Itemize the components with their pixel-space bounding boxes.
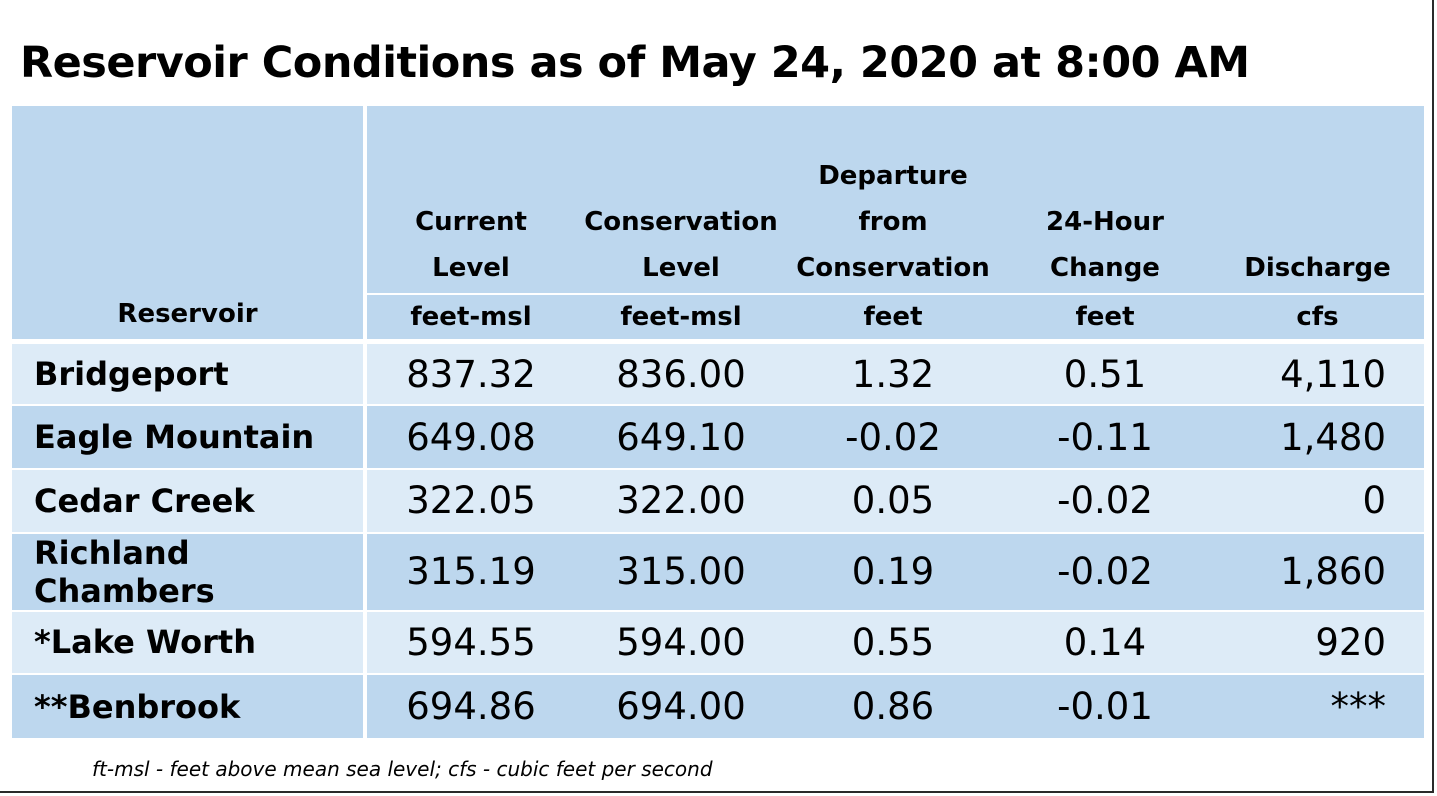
unit-departure: feet [787, 294, 999, 342]
current-level-cell: 837.32 [365, 339, 575, 406]
table-row: *Lake Worth 594.55 594.00 0.55 0.14 920 [12, 609, 1424, 675]
header-line: Discharge [1244, 253, 1391, 283]
change-cell: 0.51 [999, 339, 1211, 406]
header-line: Level [642, 253, 720, 283]
departure-cell: 0.86 [787, 673, 999, 738]
reservoir-name: **Benbrook [12, 673, 367, 738]
conservation-level-cell: 322.00 [575, 467, 787, 533]
reservoir-table: Reservoir Current Level Conservation Lev… [12, 106, 1424, 738]
current-level-cell: 594.55 [365, 609, 575, 675]
page-title: Reservoir Conditions as of May 24, 2020 … [20, 38, 1250, 88]
reservoir-name: *Lake Worth [12, 609, 367, 675]
current-level-cell: 694.86 [365, 673, 575, 738]
discharge-cell: 0 [1211, 467, 1424, 533]
conservation-level-cell: 694.00 [575, 673, 787, 738]
column-header-conservation-level: Conservation Level [575, 106, 787, 295]
departure-cell: 0.55 [787, 609, 999, 675]
header-line: Current [415, 207, 527, 237]
table-row: Eagle Mountain 649.08 649.10 -0.02 -0.11… [12, 404, 1424, 469]
conservation-level-cell: 315.00 [575, 531, 787, 611]
column-header-discharge: Discharge [1211, 106, 1424, 295]
header-line: Departure [818, 161, 968, 191]
column-header-departure: Departure from Conservation [787, 106, 999, 295]
change-cell: -0.02 [999, 467, 1211, 533]
discharge-cell: *** [1211, 673, 1424, 738]
header-line: from [858, 207, 928, 237]
discharge-cell: 920 [1211, 609, 1424, 675]
departure-cell: 0.19 [787, 531, 999, 611]
unit-24-hour-change: feet [999, 294, 1211, 342]
departure-cell: 1.32 [787, 339, 999, 406]
column-header-24-hour-change: 24-Hour Change [999, 106, 1211, 295]
table-row: **Benbrook 694.86 694.00 0.86 -0.01 *** [12, 673, 1424, 738]
header-line: Level [432, 253, 510, 283]
discharge-cell: 1,860 [1211, 531, 1424, 611]
unit-discharge: cfs [1211, 294, 1424, 342]
conservation-level-cell: 649.10 [575, 404, 787, 469]
discharge-cell: 4,110 [1211, 339, 1424, 406]
unit-current-level: feet-msl [365, 294, 575, 342]
table-row: Cedar Creek 322.05 322.00 0.05 -0.02 0 [12, 467, 1424, 533]
table-row: Bridgeport 837.32 836.00 1.32 0.51 4,110 [12, 339, 1424, 406]
change-cell: -0.11 [999, 404, 1211, 469]
header-line: Conservation [584, 207, 778, 237]
change-cell: -0.01 [999, 673, 1211, 738]
current-level-cell: 649.08 [365, 404, 575, 469]
header-line: 24-Hour [1046, 207, 1164, 237]
reservoir-name: Eagle Mountain [12, 404, 367, 469]
column-header-reservoir: Reservoir [12, 106, 367, 342]
change-cell: 0.14 [999, 609, 1211, 675]
table-row: Richland Chambers 315.19 315.00 0.19 -0.… [12, 531, 1424, 611]
header-line: Change [1050, 253, 1160, 283]
conservation-level-cell: 836.00 [575, 339, 787, 406]
column-header-label: Reservoir [117, 299, 258, 329]
departure-cell: 0.05 [787, 467, 999, 533]
column-header-current-level: Current Level [365, 106, 575, 295]
current-level-cell: 322.05 [365, 467, 575, 533]
change-cell: -0.02 [999, 531, 1211, 611]
header-line: Conservation [796, 253, 990, 283]
footnote: ft-msl - feet above mean sea level; cfs … [92, 757, 713, 781]
conservation-level-cell: 594.00 [575, 609, 787, 675]
current-level-cell: 315.19 [365, 531, 575, 611]
departure-cell: -0.02 [787, 404, 999, 469]
reservoir-name: Richland Chambers [12, 531, 367, 611]
reservoir-name: Bridgeport [12, 339, 367, 406]
discharge-cell: 1,480 [1211, 404, 1424, 469]
unit-conservation-level: feet-msl [575, 294, 787, 342]
reservoir-name: Cedar Creek [12, 467, 367, 533]
